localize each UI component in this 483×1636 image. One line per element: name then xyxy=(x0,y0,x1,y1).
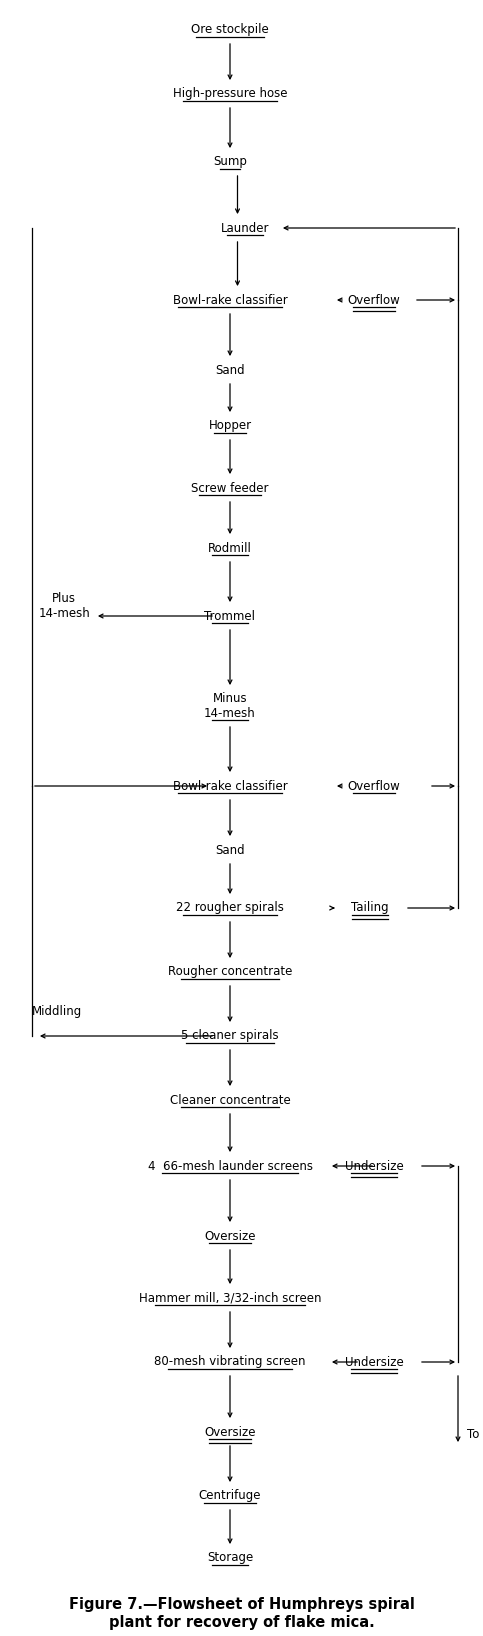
Text: plant for recovery of flake mica.: plant for recovery of flake mica. xyxy=(109,1615,374,1631)
Text: Overflow: Overflow xyxy=(348,779,400,792)
Text: Tailing: Tailing xyxy=(351,901,389,915)
Text: High-pressure hose: High-pressure hose xyxy=(173,87,287,100)
Text: 80-mesh vibrating screen: 80-mesh vibrating screen xyxy=(154,1356,306,1368)
Text: Ore stockpile: Ore stockpile xyxy=(191,23,269,36)
Text: Sand: Sand xyxy=(215,844,245,857)
Text: To waste: To waste xyxy=(467,1428,483,1441)
Text: Figure 7.—Flowsheet of Humphreys spiral: Figure 7.—Flowsheet of Humphreys spiral xyxy=(69,1597,414,1613)
Text: Launder: Launder xyxy=(221,221,269,234)
Text: Oversize: Oversize xyxy=(204,1230,256,1242)
Text: Rodmill: Rodmill xyxy=(208,542,252,555)
Text: Undersize: Undersize xyxy=(345,1356,403,1368)
Text: Hammer mill, 3/32-inch screen: Hammer mill, 3/32-inch screen xyxy=(139,1291,321,1304)
Text: 5 cleaner spirals: 5 cleaner spirals xyxy=(181,1029,279,1042)
Text: Sump: Sump xyxy=(213,155,247,169)
Text: Centrifuge: Centrifuge xyxy=(199,1489,261,1502)
Text: Storage: Storage xyxy=(207,1551,253,1564)
Text: Hopper: Hopper xyxy=(209,419,252,432)
Text: Bowl-rake classifier: Bowl-rake classifier xyxy=(172,779,287,792)
Text: Oversize: Oversize xyxy=(204,1425,256,1438)
Text: Plus
14-mesh: Plus 14-mesh xyxy=(38,592,90,620)
Text: Middling: Middling xyxy=(32,1005,82,1018)
Text: Trommel: Trommel xyxy=(204,610,256,623)
Text: 4  66-mesh launder screens: 4 66-mesh launder screens xyxy=(147,1160,313,1173)
Text: Rougher concentrate: Rougher concentrate xyxy=(168,965,292,978)
Text: Bowl-rake classifier: Bowl-rake classifier xyxy=(172,293,287,306)
Text: Minus
14-mesh: Minus 14-mesh xyxy=(204,692,256,720)
Text: Undersize: Undersize xyxy=(345,1160,403,1173)
Text: 22 rougher spirals: 22 rougher spirals xyxy=(176,901,284,915)
Text: Screw feeder: Screw feeder xyxy=(191,481,269,494)
Text: Cleaner concentrate: Cleaner concentrate xyxy=(170,1093,290,1106)
Text: Overflow: Overflow xyxy=(348,293,400,306)
Text: Sand: Sand xyxy=(215,363,245,376)
